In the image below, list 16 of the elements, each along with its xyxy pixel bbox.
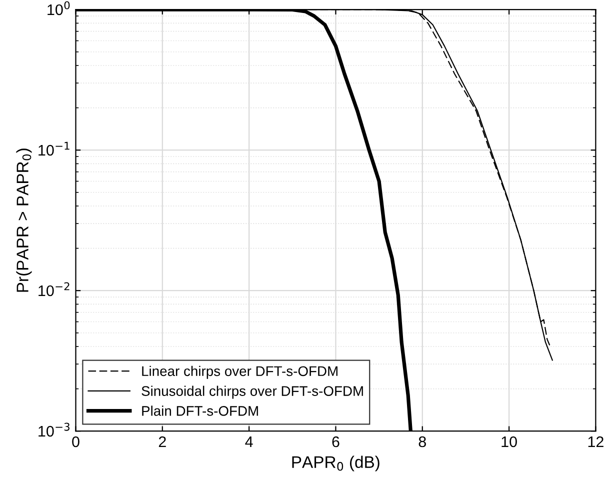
x-tick-label: 4 bbox=[245, 436, 253, 448]
x-tick-label: 8 bbox=[418, 436, 426, 448]
legend-label: Linear chirps over DFT-s-OFDM bbox=[142, 366, 338, 379]
y-tick-label: 10$^{0}$ bbox=[48, 1, 70, 16]
x-tick-label: 6 bbox=[332, 436, 340, 448]
y-tick-label: 10$^{−3}$ bbox=[38, 422, 70, 437]
x-tick-label: 10 bbox=[502, 436, 517, 448]
x-tick-label: 12 bbox=[588, 436, 604, 448]
x-tick-label: 0 bbox=[72, 436, 80, 448]
legend-label: Plain DFT-s-OFDM bbox=[142, 406, 258, 416]
x-axis-title: PAPR$_{0}$ (dB) bbox=[292, 456, 380, 472]
legend-label: Sinusoidal chirps over DFT-s-OFDM bbox=[142, 386, 363, 399]
y-tick-label: 10$^{−2}$ bbox=[38, 282, 70, 296]
y-tick-label: 10$^{−1}$ bbox=[38, 142, 70, 156]
x-tick-label: 2 bbox=[158, 436, 166, 448]
y-axis-title: Pr(PAPR > PAPR$_{0}$) bbox=[16, 148, 32, 292]
